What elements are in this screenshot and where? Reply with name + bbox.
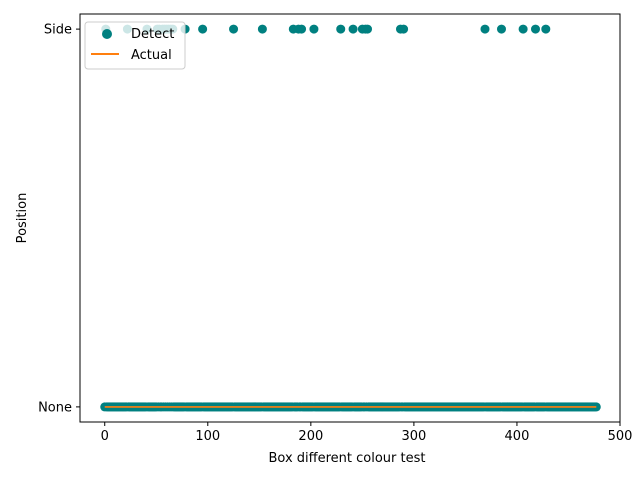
x-tick-label: 200: [298, 429, 323, 444]
y-axis: None Side: [38, 23, 80, 415]
x-tick-label: 0: [101, 429, 109, 444]
data-point: [531, 24, 540, 34]
data-point: [336, 24, 346, 34]
data-point: [591, 402, 601, 412]
plot-frame: [79, 13, 621, 423]
data-point: [541, 24, 551, 34]
data-point: [518, 24, 528, 34]
data-point: [496, 24, 506, 34]
data-point: [399, 24, 409, 34]
y-tick-label: Side: [44, 23, 72, 38]
x-tick-label: 400: [505, 429, 530, 444]
legend-label-detect: Detect: [131, 27, 174, 42]
legend-label-actual: Actual: [131, 48, 172, 63]
x-tick-label: 100: [195, 429, 220, 444]
data-point: [480, 24, 490, 34]
y-axis-label: Position: [15, 193, 30, 244]
data-point: [348, 24, 358, 34]
legend-marker-detect: [102, 29, 112, 39]
data-point: [198, 24, 208, 34]
x-tick-label: 500: [608, 429, 633, 444]
data-point: [229, 24, 239, 34]
data-point: [257, 24, 267, 34]
x-tick-label: 300: [401, 429, 426, 444]
legend: Detect Actual: [84, 21, 186, 70]
data-point: [309, 24, 319, 34]
x-axis-label: Box different colour test: [269, 451, 426, 466]
data-point: [363, 24, 373, 34]
plot-area: [79, 13, 621, 423]
y-tick-label: None: [38, 400, 72, 415]
x-axis: 0 100 200 300 400 500: [101, 422, 633, 444]
data-point: [297, 24, 307, 34]
